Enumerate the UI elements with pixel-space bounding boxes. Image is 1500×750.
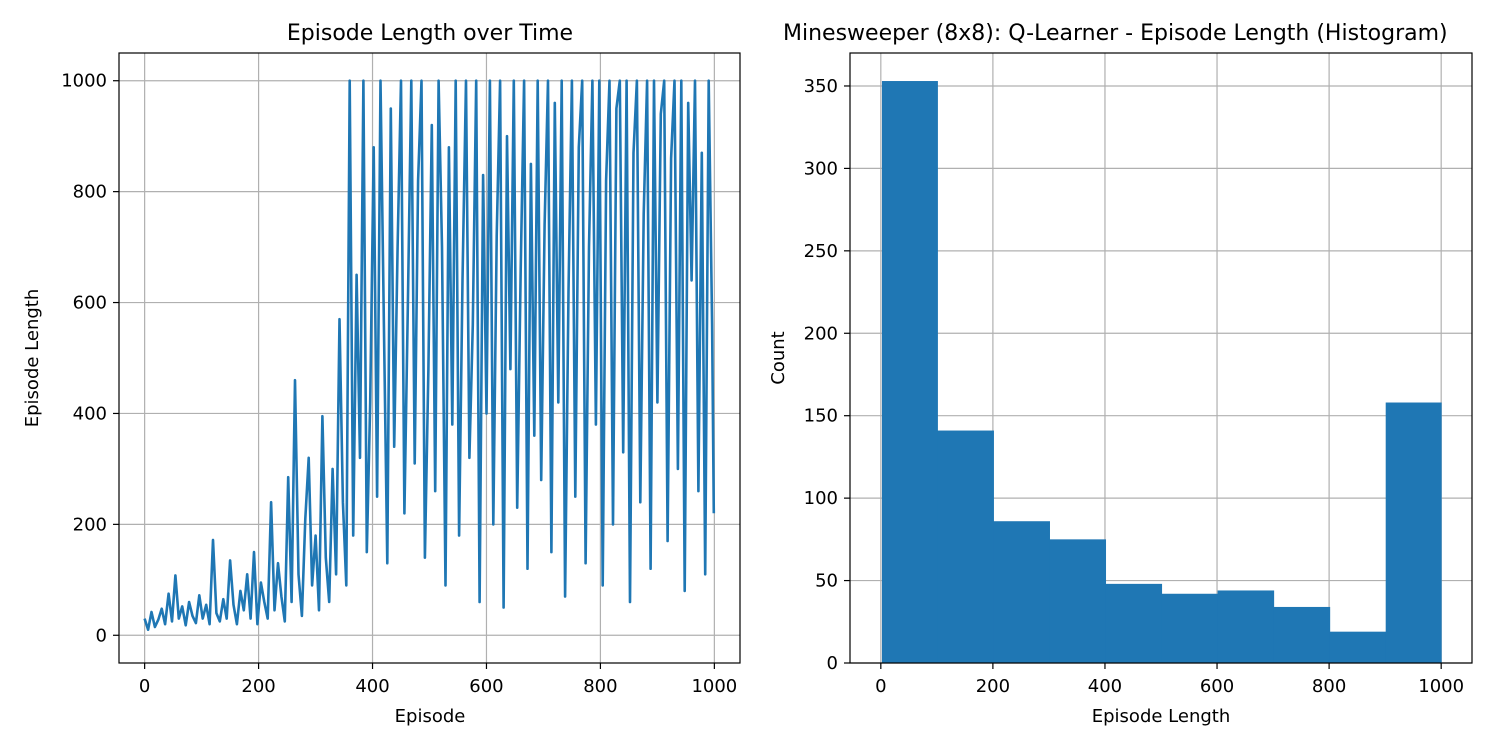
x-tick-label: 400	[355, 676, 389, 697]
y-tick-label: 50	[815, 571, 838, 592]
x-tick-label: 600	[1200, 676, 1234, 697]
histogram-bar	[1049, 539, 1107, 663]
histogram-bar	[1385, 402, 1442, 663]
y-tick-label: 150	[804, 406, 838, 427]
histogram-bar	[1161, 593, 1219, 663]
histogram-bar	[1105, 583, 1163, 663]
histogram-bar	[1329, 631, 1387, 663]
axis-ticks: 0 200 400 600 800 1000 0 50 100 150 200 250 300 350	[804, 76, 1464, 697]
chart-title: Episode Length over Time	[287, 21, 573, 46]
histogram-bar	[1217, 590, 1275, 663]
histogram-bar	[1273, 606, 1331, 663]
x-tick-label: 800	[1312, 676, 1346, 697]
y-tick-label: 200	[804, 323, 838, 344]
chart-title: Minesweeper (8x8): Q-Learner - Episode L…	[783, 21, 1448, 46]
histogram-bar	[937, 430, 994, 663]
episode-length-line-chart: Episode Length over Time Episode Episode…	[22, 21, 741, 727]
y-tick-label: 200	[73, 514, 107, 535]
x-tick-label: 0	[875, 676, 886, 697]
y-tick-label: 1000	[61, 71, 107, 92]
y-tick-label: 300	[804, 158, 838, 179]
axes-frame	[849, 52, 1473, 664]
y-axis-label: Count	[768, 331, 789, 384]
x-tick-label: 1000	[1418, 676, 1464, 697]
axes-frame	[118, 52, 741, 664]
x-tick-label: 400	[1088, 676, 1122, 697]
y-tick-label: 250	[804, 241, 838, 262]
histogram-bar	[881, 81, 938, 663]
y-tick-label: 600	[73, 293, 107, 314]
y-tick-label: 100	[804, 488, 838, 509]
plot-area	[143, 79, 716, 632]
y-tick-label: 400	[73, 403, 107, 424]
y-axis-label: Episode Length	[22, 289, 43, 428]
x-axis-label: Episode Length	[1092, 706, 1231, 727]
x-tick-label: 1000	[691, 676, 737, 697]
axis-ticks: 0 200 400 600 800 1000 0 200 400 600 800 1000	[61, 71, 737, 697]
histogram-bar	[993, 521, 1050, 663]
x-tick-label: 800	[583, 676, 617, 697]
y-tick-label: 800	[73, 182, 107, 203]
plot-area	[881, 81, 1442, 663]
x-tick-label: 0	[139, 676, 150, 697]
y-tick-label: 350	[804, 76, 838, 97]
y-tick-label: 0	[96, 625, 107, 646]
x-tick-label: 200	[241, 676, 275, 697]
x-tick-label: 200	[976, 676, 1010, 697]
series-line	[143, 79, 716, 632]
x-tick-label: 600	[469, 676, 503, 697]
y-tick-label: 0	[827, 653, 838, 674]
x-axis-label: Episode	[395, 706, 466, 727]
episode-length-histogram: Minesweeper (8x8): Q-Learner - Episode L…	[768, 21, 1473, 727]
